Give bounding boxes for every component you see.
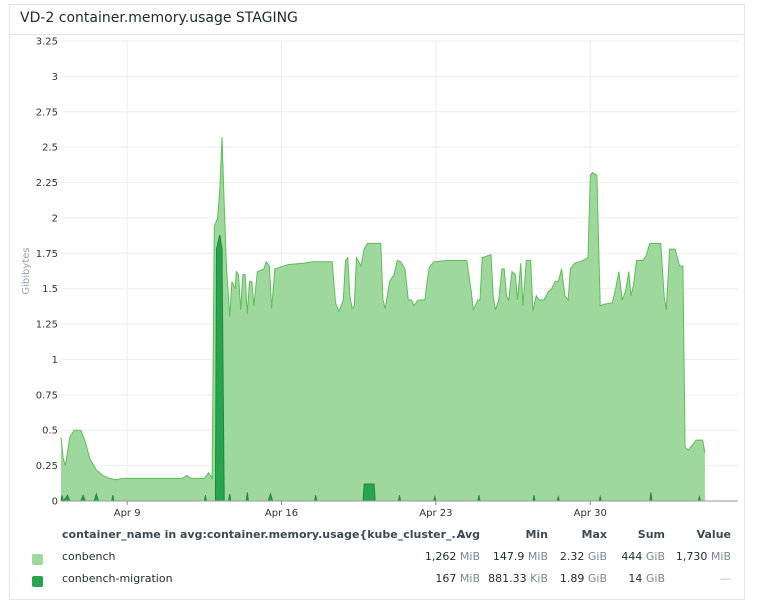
legend-value-value: — bbox=[720, 572, 731, 585]
y-tick-label: 0 bbox=[52, 497, 58, 508]
y-tick-label: 1.5 bbox=[42, 284, 58, 295]
legend-sum-unit: GiB bbox=[645, 550, 665, 563]
legend-min-value: 881.33 bbox=[488, 572, 527, 585]
legend-avg-value: 167 bbox=[435, 572, 457, 585]
legend-header-value[interactable]: Value bbox=[696, 528, 731, 541]
x-tick-label: Apr 23 bbox=[419, 508, 452, 519]
y-axis-label: Gibibytes bbox=[21, 247, 32, 294]
legend-sum: 14 GiB bbox=[575, 572, 665, 585]
legend-series-name: conbench bbox=[62, 550, 116, 563]
legend-min: 881.33 KiB bbox=[458, 572, 548, 585]
legend-value-unit: MiB bbox=[710, 550, 731, 563]
legend-value-value: 1,730 bbox=[675, 550, 708, 563]
legend-avg: 1,262 MiB bbox=[390, 550, 480, 563]
series-line-conbench bbox=[60, 137, 706, 481]
x-tick-label: Apr 16 bbox=[265, 508, 298, 519]
widget-title[interactable]: VD-2 container.memory.usage STAGING bbox=[20, 10, 298, 26]
legend-max-unit: GiB bbox=[587, 550, 607, 563]
legend-avg-value: 1,262 bbox=[424, 550, 457, 563]
legend-header-max[interactable]: Max bbox=[581, 528, 607, 541]
legend-sum-unit: GiB bbox=[645, 572, 665, 585]
legend-min-unit: KiB bbox=[530, 572, 548, 585]
legend-max-value: 2.32 bbox=[559, 550, 585, 563]
y-tick-label: 1.75 bbox=[36, 249, 58, 260]
series-area-conbench[interactable] bbox=[61, 137, 705, 501]
legend-avg: 167 MiB bbox=[390, 572, 480, 585]
legend-swatch-conbench-migration bbox=[32, 576, 43, 587]
y-tick-label: 0.5 bbox=[42, 426, 58, 437]
x-tick-label: Apr 9 bbox=[114, 508, 141, 519]
legend-sum-value: 444 bbox=[621, 550, 643, 563]
legend-header-sum[interactable]: Sum bbox=[637, 528, 665, 541]
legend-max: 1.89 GiB bbox=[517, 572, 607, 585]
legend-swatch-conbench bbox=[32, 554, 43, 565]
legend-header-min[interactable]: Min bbox=[525, 528, 548, 541]
series-area-conbench-migration[interactable] bbox=[61, 234, 701, 501]
legend-row-conbench[interactable]: conbench 1,262 MiB 147.9 MiB 2.32 GiB 44… bbox=[30, 550, 740, 570]
legend-max-value: 1.89 bbox=[559, 572, 585, 585]
legend-sum: 444 GiB bbox=[575, 550, 665, 563]
memory-usage-chart[interactable]: 0 0.25 0.5 0.75 1 1.25 1.5 1.75 2 2.25 2.5 2.75 3 3.2… bbox=[0, 0, 769, 520]
title-divider bbox=[10, 34, 743, 35]
y-tick-label: 1 bbox=[52, 355, 58, 366]
x-tick-label: Apr 30 bbox=[574, 508, 607, 519]
y-tick-label: 2.25 bbox=[36, 178, 58, 189]
y-tick-label: 2.75 bbox=[36, 107, 58, 118]
y-tick-label: 2 bbox=[52, 213, 58, 224]
y-tick-label: 3 bbox=[52, 72, 58, 83]
legend-header-avg[interactable]: Avg bbox=[456, 528, 480, 541]
y-tick-label: 1.25 bbox=[36, 320, 58, 331]
legend-header-row: container_name in avg:container.memory.u… bbox=[30, 528, 740, 548]
axes: 0 0.25 0.5 0.75 1 1.25 1.5 1.75 2 2.25 2.5 2.75 3 3.2… bbox=[21, 37, 738, 519]
legend-min: 147.9 MiB bbox=[458, 550, 548, 563]
legend-value: — bbox=[641, 572, 731, 585]
legend-series-name: conbench-migration bbox=[62, 572, 173, 585]
legend-header-name[interactable]: container_name in avg:container.memory.u… bbox=[62, 528, 465, 541]
y-tick-label: 2.5 bbox=[42, 143, 58, 154]
y-tick-label: 3.25 bbox=[36, 37, 58, 48]
legend-row-conbench-migration[interactable]: conbench-migration 167 MiB 881.33 KiB 1.… bbox=[30, 572, 740, 592]
legend-min-value: 147.9 bbox=[492, 550, 525, 563]
legend-min-unit: MiB bbox=[527, 550, 548, 563]
y-tick-label: 0.25 bbox=[36, 461, 58, 472]
legend-max-unit: GiB bbox=[587, 572, 607, 585]
legend-sum-value: 14 bbox=[628, 572, 643, 585]
series-areas bbox=[60, 137, 706, 503]
y-tick-label: 0.75 bbox=[36, 390, 58, 401]
legend-max: 2.32 GiB bbox=[517, 550, 607, 563]
legend-avg-unit: MiB bbox=[459, 550, 480, 563]
legend-value: 1,730 MiB bbox=[641, 550, 731, 563]
legend-avg-unit: MiB bbox=[459, 572, 480, 585]
